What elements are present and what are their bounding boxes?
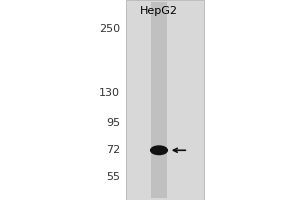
Ellipse shape	[150, 145, 168, 155]
Text: 72: 72	[106, 145, 120, 155]
Bar	[151, 2, 167, 198]
Text: 130: 130	[99, 88, 120, 98]
Text: HepG2: HepG2	[140, 6, 178, 16]
Text: 95: 95	[106, 118, 120, 128]
Text: 250: 250	[99, 24, 120, 34]
Text: 55: 55	[106, 172, 120, 182]
Bar	[126, 0, 204, 200]
